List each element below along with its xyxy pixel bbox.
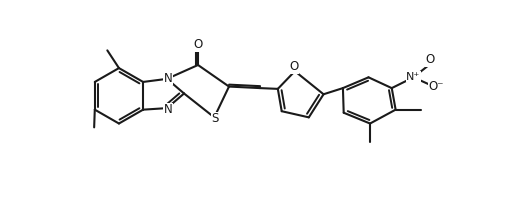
Text: N: N [163, 103, 172, 116]
Text: O⁻: O⁻ [428, 80, 444, 93]
Text: N⁺: N⁺ [407, 72, 421, 82]
Text: O: O [426, 53, 435, 66]
Text: O: O [289, 60, 299, 73]
Text: N: N [163, 72, 172, 85]
Text: O: O [193, 38, 202, 51]
Text: S: S [211, 112, 219, 125]
